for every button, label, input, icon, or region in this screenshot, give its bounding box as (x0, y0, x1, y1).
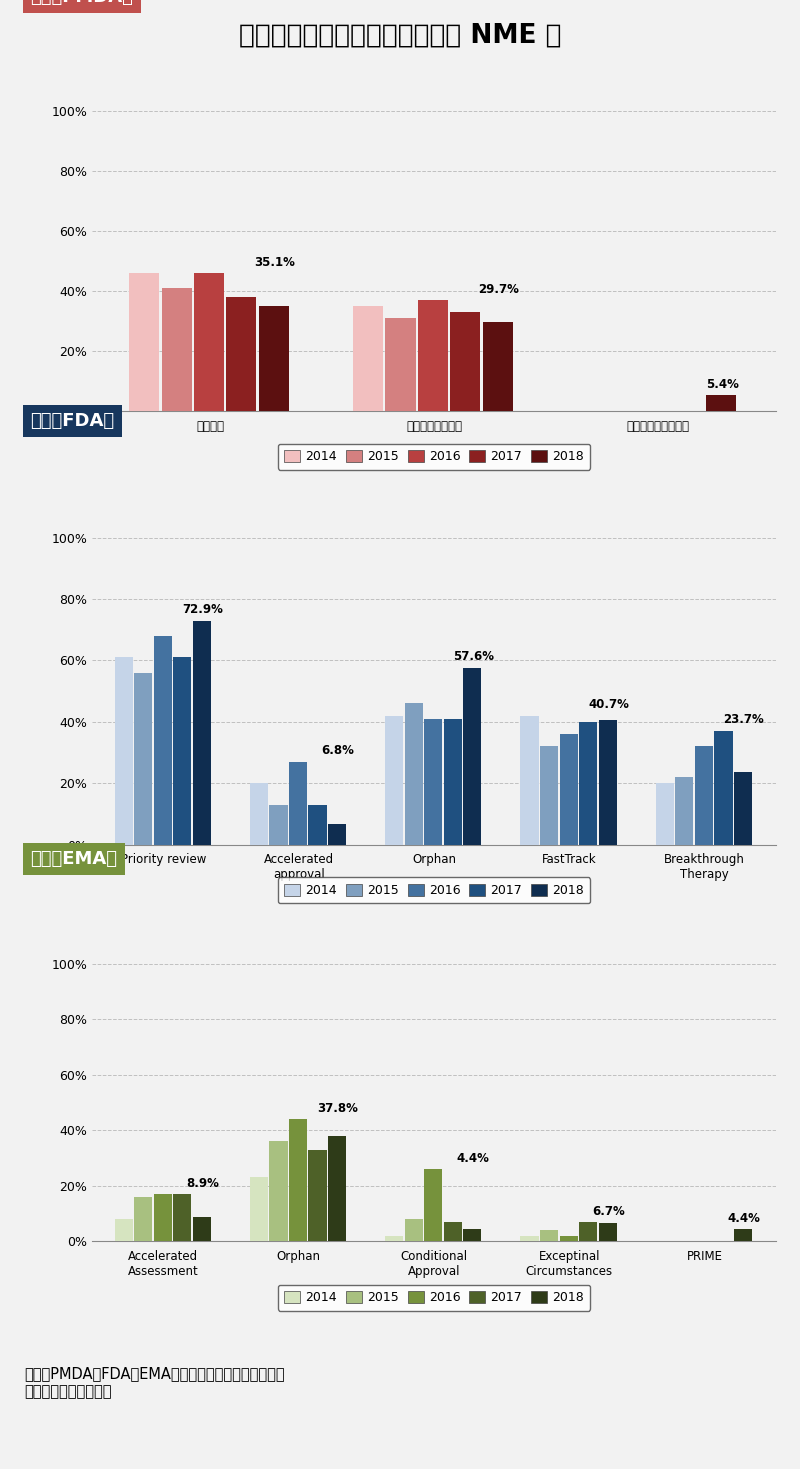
Bar (193, 1216, 211, 1241)
Bar (328, 824, 346, 845)
Bar (114, 1219, 133, 1241)
Bar (328, 1137, 346, 1241)
Text: 40.7%: 40.7% (588, 698, 629, 711)
Text: 欧州（EMA）: 欧州（EMA） (30, 851, 118, 868)
Text: 図２　薬事上特別措置を受けた NME 数: 図２ 薬事上特別措置を受けた NME 数 (238, 22, 562, 48)
Text: 出所：PMDA、FDA、EMAの各公開情報をもとに医薬産
業政策研究所にて作成: 出所：PMDA、FDA、EMAの各公開情報をもとに医薬産 業政策研究所にて作成 (24, 1366, 285, 1398)
Bar (173, 1194, 191, 1241)
Bar (134, 673, 152, 845)
Bar (444, 718, 462, 845)
Bar (675, 777, 694, 845)
Bar (598, 1222, 617, 1241)
Text: 35.1%: 35.1% (254, 256, 295, 269)
Legend: 2014, 2015, 2016, 2017, 2018: 2014, 2015, 2016, 2017, 2018 (278, 1285, 590, 1310)
Bar (270, 1141, 287, 1241)
Text: 4.4%: 4.4% (457, 1152, 490, 1165)
Text: 37.8%: 37.8% (318, 1102, 358, 1115)
Bar (194, 273, 224, 411)
Bar (714, 732, 733, 845)
Bar (114, 657, 133, 845)
Bar (559, 1235, 578, 1241)
Bar (579, 1222, 598, 1241)
Bar (706, 395, 737, 411)
Text: 米国（FDA）: 米国（FDA） (30, 413, 114, 430)
Bar (270, 805, 287, 845)
Legend: 2014, 2015, 2016, 2017, 2018: 2014, 2015, 2016, 2017, 2018 (278, 877, 590, 903)
Text: 6.7%: 6.7% (592, 1205, 625, 1218)
Bar (482, 322, 513, 411)
Bar (250, 783, 268, 845)
Bar (309, 805, 326, 845)
Bar (289, 1119, 307, 1241)
Bar (734, 1230, 752, 1241)
Text: 8.9%: 8.9% (186, 1177, 219, 1190)
Bar (309, 1150, 326, 1241)
Bar (695, 746, 713, 845)
Bar (353, 306, 383, 411)
Bar (385, 1235, 403, 1241)
Bar (418, 300, 448, 411)
Bar (444, 1222, 462, 1241)
Bar (424, 1169, 442, 1241)
Bar (405, 1219, 423, 1241)
Text: 5.4%: 5.4% (706, 378, 739, 391)
Bar (162, 288, 192, 411)
Bar (130, 273, 159, 411)
Text: 23.7%: 23.7% (723, 714, 764, 727)
Bar (450, 313, 480, 411)
Bar (521, 1235, 538, 1241)
Bar (598, 720, 617, 845)
Bar (134, 1197, 152, 1241)
Bar (579, 721, 598, 845)
Bar (193, 621, 211, 845)
Bar (734, 771, 752, 845)
Bar (226, 297, 256, 411)
Text: 29.7%: 29.7% (478, 282, 519, 295)
Text: 57.6%: 57.6% (453, 651, 494, 663)
Legend: 2014, 2015, 2016, 2017, 2018: 2014, 2015, 2016, 2017, 2018 (278, 444, 590, 470)
Bar (463, 668, 482, 845)
Bar (656, 783, 674, 845)
Bar (559, 734, 578, 845)
Bar (173, 657, 191, 845)
Bar (386, 319, 415, 411)
Bar (154, 636, 172, 845)
Text: 日本（PMDA）: 日本（PMDA） (30, 0, 134, 6)
Bar (250, 1178, 268, 1241)
Bar (385, 715, 403, 845)
Bar (154, 1194, 172, 1241)
Text: 4.4%: 4.4% (727, 1212, 760, 1225)
Bar (463, 1230, 482, 1241)
Bar (258, 306, 289, 411)
Bar (521, 715, 538, 845)
Bar (424, 718, 442, 845)
Bar (289, 762, 307, 845)
Text: 6.8%: 6.8% (322, 745, 354, 757)
Bar (405, 704, 423, 845)
Text: 72.9%: 72.9% (182, 604, 223, 616)
Bar (540, 746, 558, 845)
Bar (540, 1230, 558, 1241)
